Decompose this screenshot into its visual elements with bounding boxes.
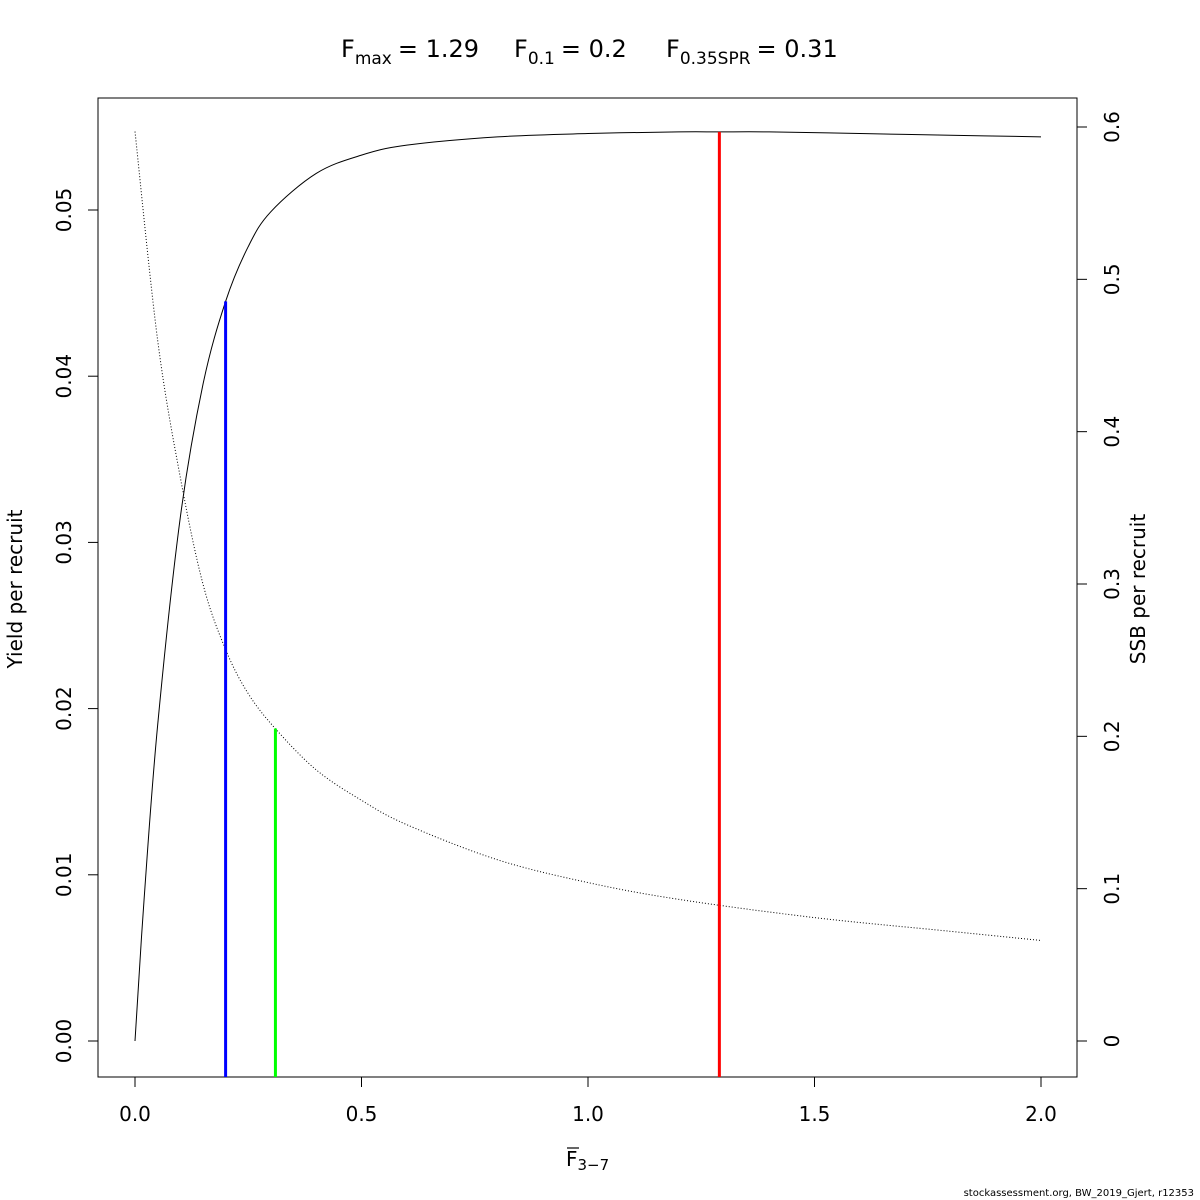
title-f035-value: = 0.31 [757,35,838,63]
y-right-tick-label: 0.2 [1100,720,1124,752]
title-f035-base: F [666,35,680,63]
y-right-tick-label: 0.6 [1100,111,1124,143]
x-tick-label: 1.0 [572,1102,604,1126]
y-left-tick-label: 0.01 [52,853,76,898]
y-left-tick-label: 0.02 [52,686,76,731]
title-f01-sub: 0.1 [528,49,555,69]
title-fmax-sub: max [355,49,392,69]
series-layer [134,131,1042,1042]
y-right-tick-label: 0.1 [1100,873,1124,905]
y-right-tick-label: 0.5 [1100,263,1124,295]
ssb-per-recruit-line [134,131,1042,941]
x-tick-label: 2.0 [1025,1102,1057,1126]
title-f035-sub: 0.35SPR [680,49,751,69]
title-f01-value: = 0.2 [561,35,627,63]
y-axis-right-title: SSB per recruit [1126,514,1150,665]
title-f01-base: F [514,35,528,63]
y-left-tick-label: 0.03 [52,520,76,565]
axis-ticks: 0.0 0.5 1.0 1.5 2.0 0.00 0.01 0.02 0.03 0.04 0.05 0… [52,111,1124,1126]
y-axis-left-title: Yield per recruit [3,509,27,669]
credit-text: stockassessment.org, BW_2019_Gjert, r123… [964,1188,1194,1199]
y-left-tick-label: 0.00 [52,1019,76,1064]
chart-title-f01: F0.1 = 0.2 [514,35,627,69]
x-tick-label: 1.5 [799,1102,831,1126]
x-tick-label: 0.5 [346,1102,378,1126]
y-left-tick-label: 0.04 [52,354,76,399]
plot-frame [97,97,1078,1078]
x-axis-title-sub: 3−7 [578,1156,610,1174]
chart-title: Fmax = 1.29 [341,35,479,69]
y-right-tick-label: 0.3 [1100,568,1124,600]
x-axis-title-base: F [566,1147,578,1171]
y-right-tick-label: 0 [1100,1035,1124,1048]
title-fmax-value: = 1.29 [398,35,479,63]
yield-per-recruit-line [134,131,1042,1042]
y-left-tick-label: 0.05 [52,188,76,233]
y-right-tick-label: 0.4 [1100,416,1124,448]
x-tick-label: 0.0 [119,1102,151,1126]
x-axis-title: F3−7 [566,1147,609,1174]
reference-lines [224,131,721,1077]
chart-title-f035: F0.35SPR = 0.31 [666,35,838,69]
title-fmax-base: F [341,35,355,63]
